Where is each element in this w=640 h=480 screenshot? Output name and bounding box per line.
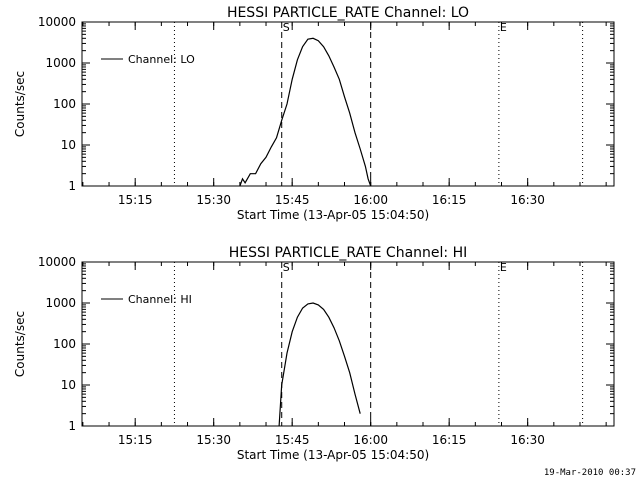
y-tick-label: 10000	[38, 15, 76, 29]
legend-label: Channel: HI	[128, 293, 192, 306]
x-tick-label: 16:30	[510, 193, 545, 207]
y-tick-label: 10	[61, 378, 76, 392]
x-tick-label: 15:45	[275, 193, 310, 207]
marker-label: S	[283, 261, 290, 274]
x-tick-label: 15:15	[118, 433, 153, 447]
x-tick-label: 15:45	[275, 433, 310, 447]
footer-timestamp: 19-Mar-2010 00:37	[544, 468, 636, 478]
y-tick-label: 1000	[45, 56, 76, 70]
y-tick-label: 10000	[38, 255, 76, 269]
chart-panel-1: HESSI PARTICLE_RATE Channel: LO 1 10 100 100…	[13, 5, 615, 222]
y-tick-label: 1000	[45, 296, 76, 310]
marker-label: S	[283, 21, 290, 34]
y-tick-label: 1	[68, 419, 76, 433]
chart-title: HESSI PARTICLE_RATE Channel: HI	[229, 245, 467, 261]
x-axis-label: Start Time (13-Apr-05 15:04:50)	[237, 208, 429, 222]
x-tick-label: 16:00	[353, 193, 388, 207]
x-tick-label: 16:00	[353, 433, 388, 447]
x-tick-label: 16:15	[432, 433, 467, 447]
y-tick-label: 10	[61, 138, 76, 152]
legend: Channel: HI	[101, 293, 192, 306]
y-tick-label: 100	[53, 97, 76, 111]
x-tick-label: 16:15	[432, 193, 467, 207]
x-tick-label: 15:30	[196, 193, 231, 207]
legend-label: Channel: LO	[128, 53, 195, 66]
x-tick-label: 16:30	[510, 433, 545, 447]
y-axis-label: Counts/sec	[13, 71, 27, 137]
series-line	[239, 37, 372, 187]
y-tick-label: 100	[53, 337, 76, 351]
legend: Channel: LO	[101, 53, 195, 66]
y-tick-label: 1	[68, 179, 76, 193]
chart-panel-2: HESSI PARTICLE_RATE Channel: HI 1 10 100 100…	[13, 245, 615, 462]
series-line	[278, 302, 361, 427]
x-tick-label: 15:30	[196, 433, 231, 447]
marker-label: E	[500, 21, 507, 34]
x-tick-label: 15:15	[118, 193, 153, 207]
marker-label: E	[500, 261, 507, 274]
x-axis-label: Start Time (13-Apr-05 15:04:50)	[237, 448, 429, 462]
chart-title: HESSI PARTICLE_RATE Channel: LO	[227, 5, 469, 21]
y-axis-label: Counts/sec	[13, 311, 27, 377]
